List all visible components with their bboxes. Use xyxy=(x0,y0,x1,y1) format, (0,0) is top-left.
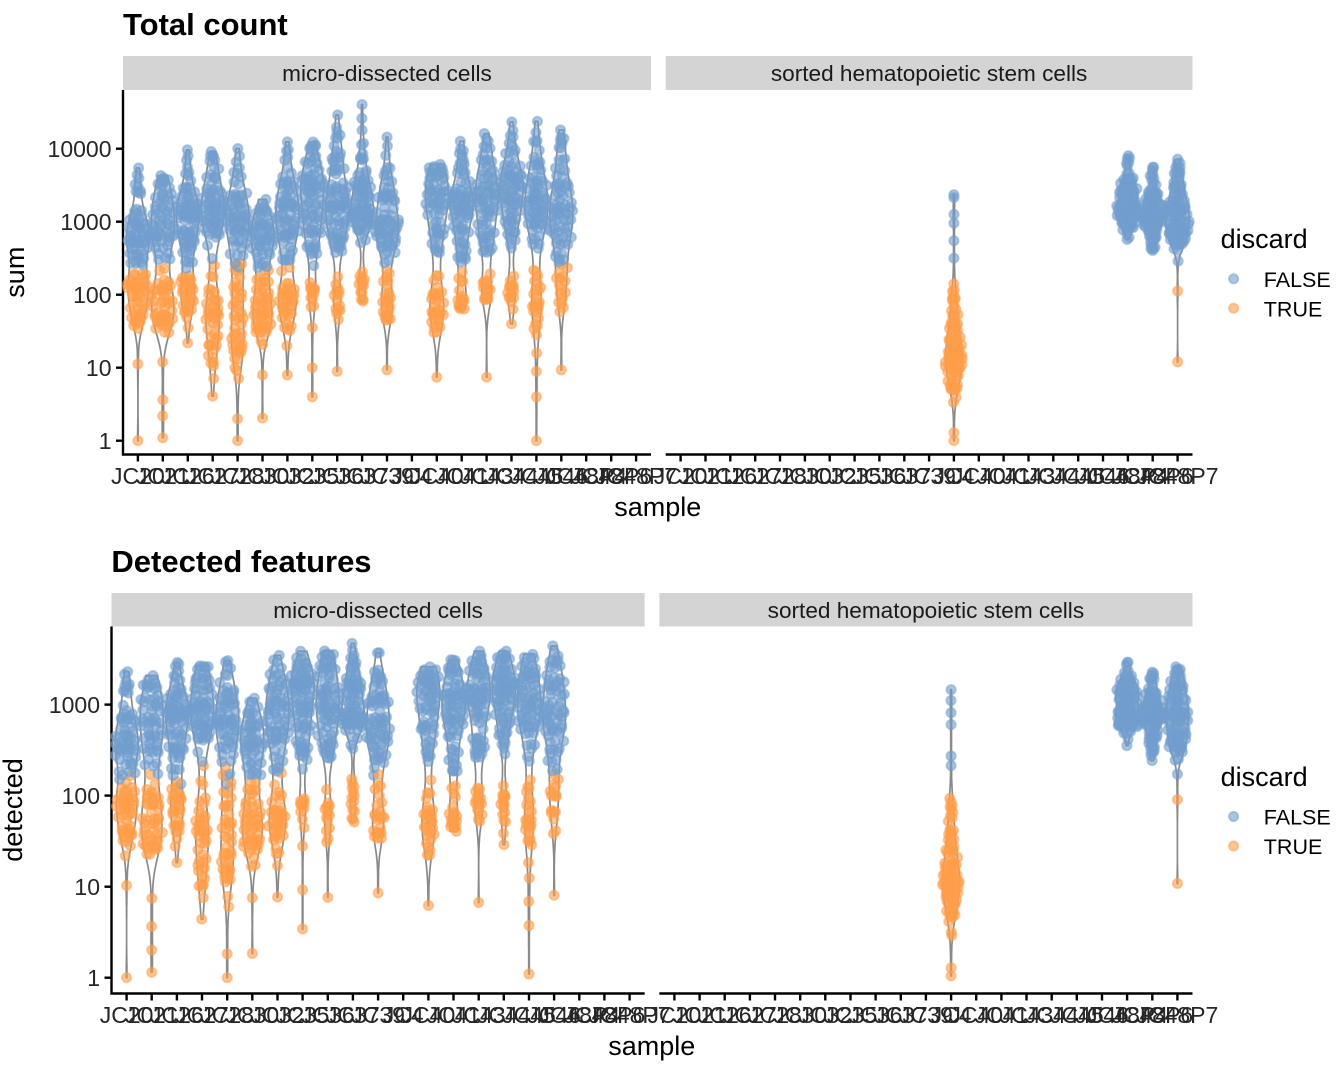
svg-text:JC32: JC32 xyxy=(803,463,857,489)
svg-text:JC37: JC37 xyxy=(335,463,389,489)
svg-text:discard: discard xyxy=(1221,224,1308,254)
svg-text:JC43: JC43 xyxy=(1002,463,1056,489)
svg-text:JC21: JC21 xyxy=(125,1002,179,1028)
svg-text:10: 10 xyxy=(74,874,100,900)
svg-text:100: 100 xyxy=(73,282,111,308)
svg-text:JC21: JC21 xyxy=(679,463,733,489)
svg-text:detected: detected xyxy=(0,758,28,862)
svg-text:FALSE: FALSE xyxy=(1264,806,1331,830)
svg-text:JC35: JC35 xyxy=(285,463,339,489)
svg-text:JC36: JC36 xyxy=(853,463,907,489)
svg-text:JC27: JC27 xyxy=(175,1002,229,1028)
svg-text:micro-dissected cells: micro-dissected cells xyxy=(273,598,483,623)
svg-text:JC20: JC20 xyxy=(111,463,165,489)
svg-text:JC26: JC26 xyxy=(150,1002,204,1028)
svg-text:sample: sample xyxy=(614,492,701,522)
svg-text:JC21: JC21 xyxy=(136,463,190,489)
svg-text:JC28: JC28 xyxy=(200,1002,254,1028)
svg-text:JC41: JC41 xyxy=(435,463,489,489)
svg-text:JC43: JC43 xyxy=(460,463,514,489)
svg-text:JC44: JC44 xyxy=(1026,463,1080,489)
svg-text:JC30: JC30 xyxy=(236,463,290,489)
svg-text:JC35: JC35 xyxy=(828,463,882,489)
svg-text:JC4: JC4 xyxy=(933,463,974,489)
svg-text:micro-dissected cells: micro-dissected cells xyxy=(282,61,492,86)
svg-text:JC48P6: JC48P6 xyxy=(1112,463,1194,489)
svg-text:JC40: JC40 xyxy=(410,463,464,489)
svg-text:sorted hematopoietic stem cell: sorted hematopoietic stem cells xyxy=(771,61,1087,86)
svg-text:JC28: JC28 xyxy=(753,463,807,489)
svg-text:JC48P7: JC48P7 xyxy=(1136,1002,1218,1028)
svg-text:JC41: JC41 xyxy=(977,463,1031,489)
svg-text:sample: sample xyxy=(608,1031,695,1061)
svg-text:JC27: JC27 xyxy=(186,463,240,489)
svg-text:JC20: JC20 xyxy=(100,1002,154,1028)
svg-text:JC32: JC32 xyxy=(261,463,315,489)
svg-text:1000: 1000 xyxy=(49,692,100,718)
svg-text:JC30: JC30 xyxy=(778,463,832,489)
svg-text:JC48P7: JC48P7 xyxy=(595,463,677,489)
svg-text:TRUE: TRUE xyxy=(1264,835,1323,859)
svg-text:JC46: JC46 xyxy=(1076,463,1130,489)
svg-text:JC39: JC39 xyxy=(360,463,414,489)
svg-text:JC44: JC44 xyxy=(485,463,539,489)
svg-text:JC48P4: JC48P4 xyxy=(1087,463,1169,489)
svg-text:10000: 10000 xyxy=(48,136,112,162)
svg-text:JC4: JC4 xyxy=(391,463,432,489)
svg-text:JC45: JC45 xyxy=(1051,463,1105,489)
svg-text:JC26: JC26 xyxy=(703,463,757,489)
svg-text:JC45: JC45 xyxy=(510,463,564,489)
svg-text:JC30: JC30 xyxy=(225,1002,279,1028)
svg-text:JC48P6: JC48P6 xyxy=(570,463,652,489)
svg-text:JC26: JC26 xyxy=(161,463,215,489)
svg-text:Detected features: Detected features xyxy=(111,544,371,579)
svg-text:JC48P4: JC48P4 xyxy=(545,463,627,489)
svg-text:100: 100 xyxy=(62,783,100,809)
svg-text:sorted hematopoietic stem cell: sorted hematopoietic stem cells xyxy=(768,598,1084,623)
svg-text:JC46: JC46 xyxy=(534,463,588,489)
svg-text:Total count: Total count xyxy=(123,7,288,42)
svg-text:TRUE: TRUE xyxy=(1264,297,1323,321)
svg-text:JC27: JC27 xyxy=(728,463,782,489)
svg-text:1: 1 xyxy=(99,428,112,454)
svg-text:discard: discard xyxy=(1221,762,1308,792)
svg-text:JC40: JC40 xyxy=(952,463,1006,489)
svg-text:JC20: JC20 xyxy=(654,463,708,489)
svg-text:10: 10 xyxy=(86,355,112,381)
svg-text:JC28: JC28 xyxy=(211,463,265,489)
svg-text:JC37: JC37 xyxy=(877,463,931,489)
svg-text:1000: 1000 xyxy=(60,209,111,235)
svg-text:FALSE: FALSE xyxy=(1264,268,1331,292)
svg-text:sum: sum xyxy=(0,247,30,298)
svg-text:JC48P7: JC48P7 xyxy=(1137,463,1219,489)
svg-text:1: 1 xyxy=(87,965,100,991)
svg-text:JC39: JC39 xyxy=(902,463,956,489)
svg-text:JC36: JC36 xyxy=(310,463,364,489)
